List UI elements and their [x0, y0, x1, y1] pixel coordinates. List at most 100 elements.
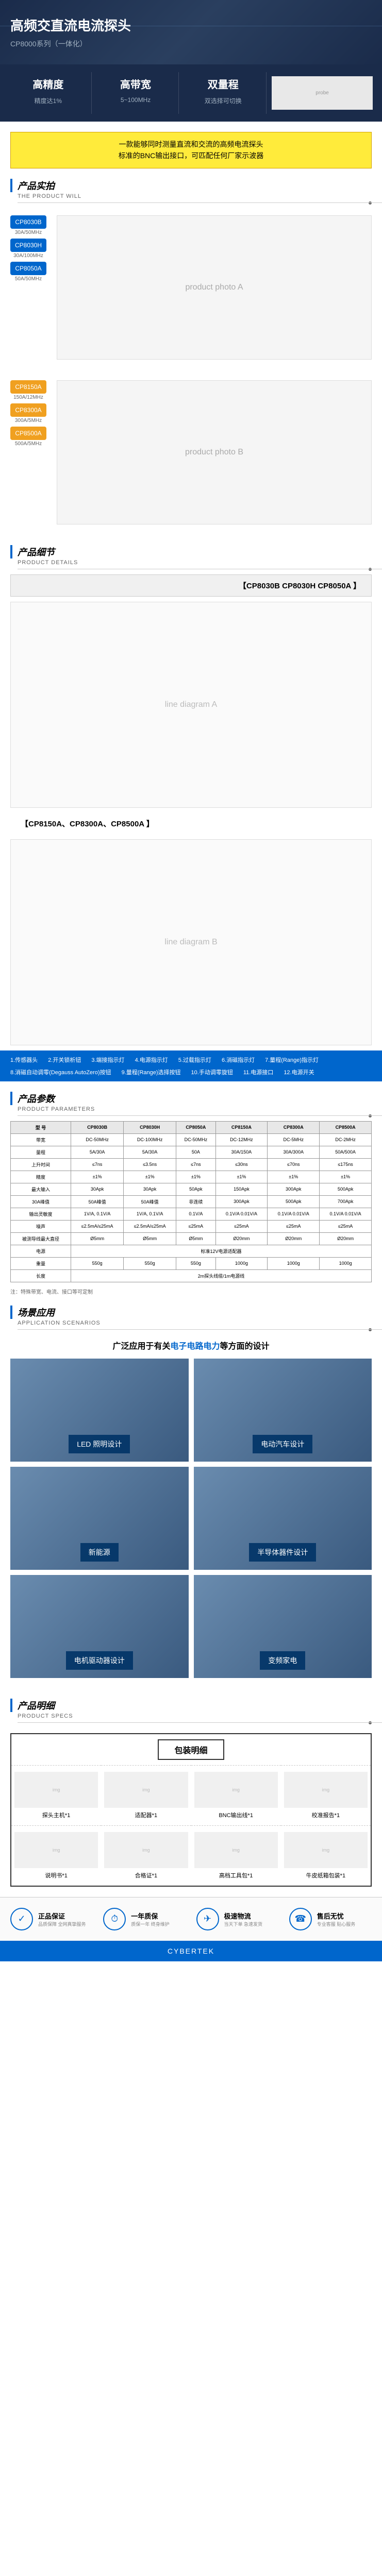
table-row: 重量550g550g550g1000g1000g1000g: [11, 1257, 372, 1269]
service-title: 极速物流: [224, 1911, 263, 1921]
table-row: 输出灵敏度1V/A, 0.1V/A1V/A, 0.1V/A0.1V/A0.1V/…: [11, 1208, 372, 1220]
scene-card: 新能源: [10, 1467, 189, 1570]
model-spec: 300A/5MHz: [10, 418, 46, 423]
model-pill: CP8300A: [10, 403, 46, 417]
table-cell: Ø5mm: [176, 1232, 215, 1245]
service-item: ☎售后无忧专业客服 贴心服务: [289, 1908, 372, 1930]
table-cell: DC-100MHz: [124, 1133, 176, 1146]
packing-title: 包装明细: [11, 1734, 371, 1765]
scenario-subtitle: 广泛应用于有关电子电路电力等方面的设计: [0, 1332, 382, 1359]
model-pill: CP8030H: [10, 239, 46, 252]
table-cell: ±1%: [176, 1171, 215, 1183]
table-cell: Ø5mm: [124, 1232, 176, 1245]
section-specs: 产品明细 PRODUCT SPECS: [10, 1699, 382, 1723]
packing-name: 牛皮纸箱包装*1: [284, 1871, 368, 1879]
table-cell: 1V/A, 0.1V/A: [124, 1208, 176, 1220]
table-cell: 带宽: [11, 1133, 71, 1146]
packing-image: img: [14, 1832, 98, 1868]
model-spec: 500A/5MHz: [10, 441, 46, 447]
scene-label: 电机驱动器设计: [66, 1651, 133, 1670]
table-cell: 0.1V/A: [176, 1208, 215, 1220]
models-b-area: CP8150A150A/12MHzCP8300A300A/5MHzCP8500A…: [0, 370, 382, 535]
table-cell: ≤2.5mA/≤25mA: [71, 1220, 124, 1232]
service-item: ✓正品保证品质保障 全网真挚服务: [10, 1908, 93, 1930]
table-row: 上升时间≤7ns≤3.5ns≤7ns≤30ns≤70ns≤175ns: [11, 1158, 372, 1171]
callout-item: 7.量程(Range)指示灯: [265, 1056, 319, 1064]
section-product-details: 产品细节 PRODUCT DETAILS: [10, 545, 382, 569]
models-a-pills: CP8030B30A/50MHzCP8030H30A/100MHzCP8050A…: [10, 215, 46, 360]
scene-label: 电动汽车设计: [253, 1435, 312, 1453]
callout-item: 2.开关锁析钮: [48, 1056, 81, 1064]
table-cell: 1000g: [268, 1257, 320, 1269]
table-row: 量程5A/30A5A/30A50A30A/150A30A/300A50A/500…: [11, 1146, 372, 1158]
table-cell: DC-5MHz: [268, 1133, 320, 1146]
table-cell: 1000g: [215, 1257, 268, 1269]
product-image-b: product photo B: [57, 380, 372, 524]
table-cell: 最大输入: [11, 1183, 71, 1195]
table-cell: 精度: [11, 1171, 71, 1183]
table-cell: DC-12MHz: [215, 1133, 268, 1146]
service-item: ✈极速物流当天下单 急速发货: [196, 1908, 279, 1930]
scene-label: 半导体器件设计: [249, 1543, 316, 1562]
packing-item: img高档工具包*1: [191, 1825, 281, 1886]
table-row: 被测导线最大直径Ø5mmØ5mmØ5mmØ20mmØ20mmØ20mm: [11, 1232, 372, 1245]
models-a-area: CP8030B30A/50MHzCP8030H30A/100MHzCP8050A…: [0, 205, 382, 370]
section-product-will: 产品实拍 THE PRODUCT WILL: [10, 179, 382, 203]
service-desc: 当天下单 急速发货: [224, 1921, 263, 1927]
page-title: 高频交直流电流探头: [10, 15, 372, 35]
callout-item: 12.电源开关: [284, 1068, 314, 1076]
table-header: CP8150A: [215, 1121, 268, 1133]
diagram-b-placeholder: line diagram B: [164, 938, 217, 947]
page-subtitle: CP8000系列（一体化）: [10, 39, 372, 49]
table-row: 电源标准12V电源适配器: [11, 1245, 372, 1257]
scene-card: 变频家电: [194, 1575, 372, 1678]
packing-item: img 牛皮纸箱包装*1: [281, 1825, 371, 1886]
table-cell: ≤3.5ns: [124, 1158, 176, 1171]
packing-image: img: [284, 1832, 368, 1868]
table-cell: 非连续: [176, 1195, 215, 1208]
packing-item: img适配器*1: [101, 1765, 191, 1825]
table-cell: 电源: [11, 1245, 71, 1257]
table-header: CP8500A: [320, 1121, 372, 1133]
diagram-a-placeholder: line diagram A: [165, 700, 217, 709]
table-cell: Ø5mm: [71, 1232, 124, 1245]
packing-item: imgBNC输出线*1: [191, 1765, 281, 1825]
table-cell: 700Apk: [320, 1195, 372, 1208]
table-cell: ≤70ns: [268, 1158, 320, 1171]
probe-thumb-image: probe: [272, 76, 373, 110]
callout-item: 1.传感器头: [10, 1056, 38, 1064]
table-cell: 0.1V/A 0.01V/A: [215, 1208, 268, 1220]
table-cell: 0.1V/A 0.01V/A: [320, 1208, 372, 1220]
table-header: CP8030H: [124, 1121, 176, 1133]
callout-item: 5.过载指示灯: [178, 1056, 211, 1064]
model-pill: CP8030B: [10, 215, 46, 229]
table-cell: 550g: [176, 1257, 215, 1269]
packing-image: img: [284, 1772, 368, 1808]
table-cell: ≤175ns: [320, 1158, 372, 1171]
table-cell: Ø20mm: [268, 1232, 320, 1245]
table-cell: Ø20mm: [320, 1232, 372, 1245]
table-cell: 50Apk: [176, 1183, 215, 1195]
table-cell: DC-50MHz: [71, 1133, 124, 1146]
models-b-pills: CP8150A150A/12MHzCP8300A300A/5MHzCP8500A…: [10, 380, 46, 524]
table-cell: 50A/500A: [320, 1146, 372, 1158]
scene-card: 电机驱动器设计: [10, 1575, 189, 1678]
table-cell: ≤30ns: [215, 1158, 268, 1171]
scene-grid: LED 照明设计电动汽车设计新能源半导体器件设计电机驱动器设计变频家电: [0, 1359, 382, 1688]
table-cell: 1000g: [320, 1257, 372, 1269]
table-cell: 550g: [71, 1257, 124, 1269]
service-desc: 品质保障 全网真挚服务: [38, 1921, 86, 1927]
table-cell: 150Apk: [215, 1183, 268, 1195]
table-cell: 5A/30A: [71, 1146, 124, 1158]
packing-name: 合格证*1: [104, 1871, 188, 1879]
service-icon: ☎: [289, 1908, 312, 1930]
brand-bar: CYBERTEK: [0, 1941, 382, 1961]
packing-box: 包装明细 img探头主机*1img适配器*1imgBNC输出线*1img校准报告…: [10, 1733, 372, 1887]
spec-range: 双量程 双选择可切换: [180, 72, 267, 114]
table-cell: 30Apk: [71, 1183, 124, 1195]
section-parameters: 产品参数 PRODUCT PARAMETERS: [10, 1092, 382, 1116]
table-cell: ≤25mA: [268, 1220, 320, 1232]
table-cell: ≤7ns: [176, 1158, 215, 1171]
callout-item: 8.消磁自动调零(Degauss AutoZero)按钮: [10, 1068, 111, 1076]
callout-item: 10.手动调零旋钮: [191, 1068, 233, 1076]
